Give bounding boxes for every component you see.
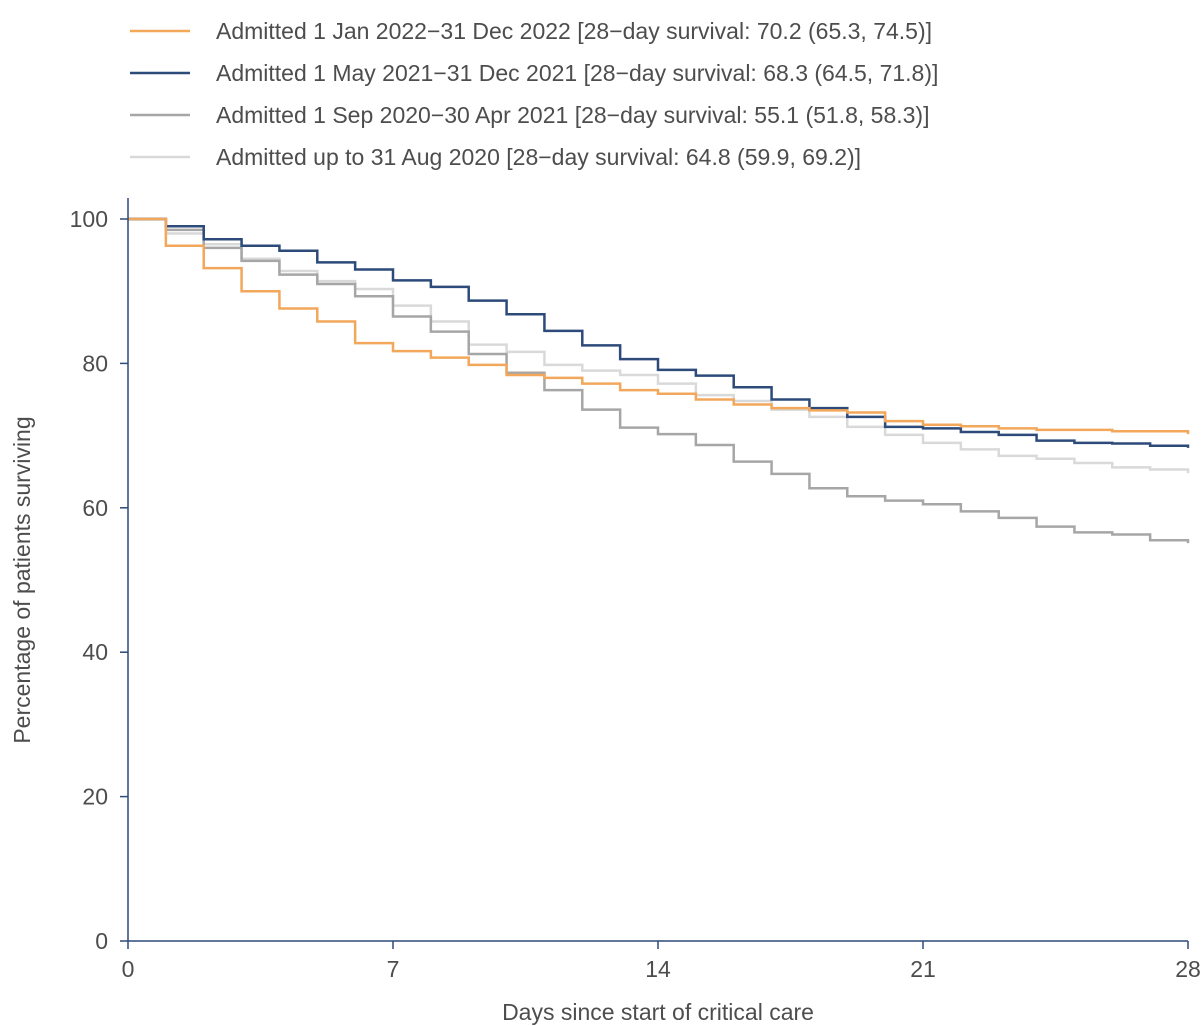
x-tick-label: 7 <box>387 956 400 982</box>
legend-label: Admitted 1 Sep 2020−30 Apr 2021 [28−day … <box>216 102 929 128</box>
y-tick-label: 40 <box>82 639 108 665</box>
x-tick-label: 28 <box>1175 956 1201 982</box>
legend-label: Admitted 1 Jan 2022−31 Dec 2022 [28−day … <box>216 18 932 44</box>
y-tick-label: 20 <box>82 784 108 810</box>
legend-item: Admitted up to 31 Aug 2020 [28−day survi… <box>130 144 861 170</box>
series-layer <box>128 217 1190 544</box>
legend-label: Admitted 1 May 2021−31 Dec 2021 [28−day … <box>216 60 938 86</box>
axes: 0 7 14 21 28 0 20 40 60 80 100 <box>70 198 1201 982</box>
y-tick-label: 100 <box>70 206 108 232</box>
legend: Admitted 1 Jan 2022−31 Dec 2022 [28−day … <box>130 18 938 170</box>
series-line-0 <box>128 217 1190 435</box>
y-tick-label: 0 <box>95 928 108 954</box>
legend-item: Admitted 1 May 2021−31 Dec 2021 [28−day … <box>130 60 938 86</box>
x-tick-label: 0 <box>122 956 135 982</box>
legend-item: Admitted 1 Jan 2022−31 Dec 2022 [28−day … <box>130 18 932 44</box>
y-tick-label: 80 <box>82 350 108 376</box>
legend-label: Admitted up to 31 Aug 2020 [28−day survi… <box>216 144 861 170</box>
x-tick-label: 14 <box>645 956 671 982</box>
y-tick-label: 60 <box>82 495 108 521</box>
y-axis-title: Percentage of patients surviving <box>9 416 35 743</box>
series-line-2 <box>128 217 1190 544</box>
x-tick-label: 21 <box>910 956 936 982</box>
series-line-1 <box>128 217 1190 448</box>
legend-item: Admitted 1 Sep 2020−30 Apr 2021 [28−day … <box>130 102 929 128</box>
x-axis-title: Days since start of critical care <box>502 999 814 1025</box>
